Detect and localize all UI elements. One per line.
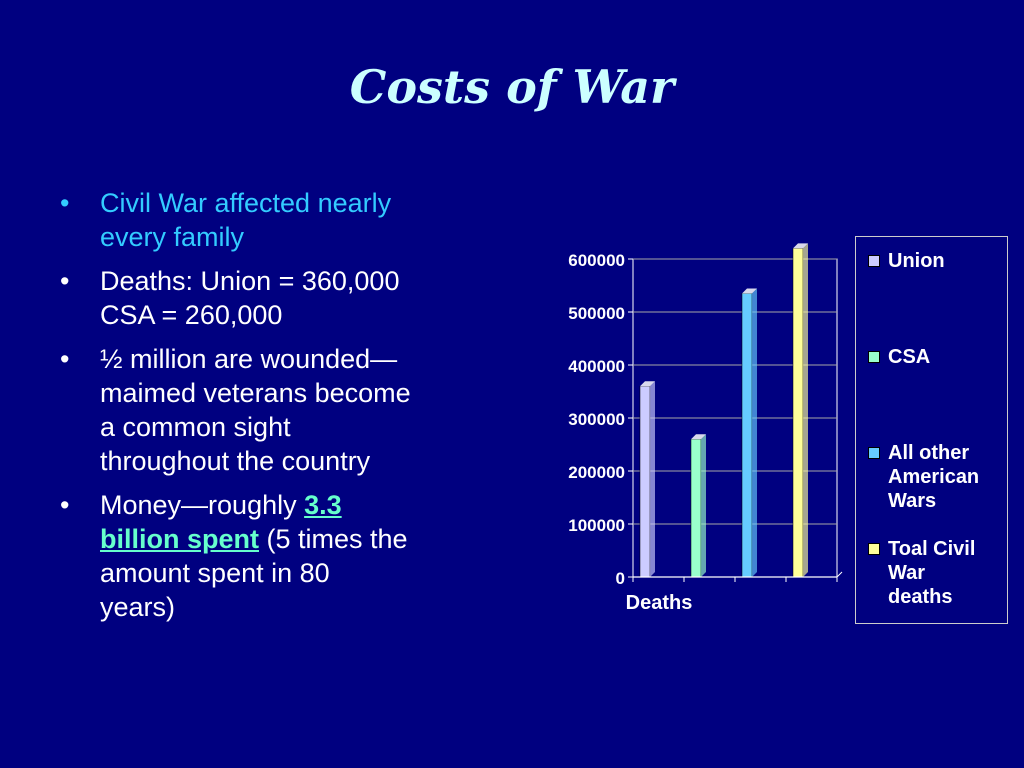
bullet-item: • Money—roughly 3.3 billion spent (5 tim… (58, 488, 502, 624)
legend-label: All other (888, 442, 970, 464)
chart-legend: Union CSA All other American Wars Toal C… (855, 236, 1008, 624)
y-tick-label: 0 (616, 569, 625, 588)
bullet-line: billion spent (5 times the (100, 522, 502, 556)
legend-item-total-civil-war: Toal Civil War deaths (868, 537, 1008, 609)
bar-side-0 (650, 381, 655, 577)
bullet-line: amount spent in 80 (100, 558, 330, 588)
legend-label: deaths (888, 586, 953, 608)
bullet-list: • Civil War affected nearly every family… (58, 186, 502, 634)
legend-item-union: Union (868, 249, 1008, 273)
bar-side-2 (752, 288, 757, 577)
bullet-marker: • (60, 344, 70, 374)
legend-swatch-total-civil-war (868, 543, 880, 555)
y-tick-label: 500000 (568, 304, 625, 323)
bullet-marker: • (60, 266, 70, 296)
bar-side-1 (701, 434, 706, 577)
bullet-item: • Deaths: Union = 360,000 CSA = 260,000 (58, 264, 502, 332)
bullet-line: every family (100, 222, 245, 252)
bullet-line: throughout the country (100, 446, 371, 476)
legend-item-other-wars: All other American Wars (868, 441, 1008, 513)
legend-label: Union (888, 250, 945, 272)
bullet-item: • ½ million are wounded— maimed veterans… (58, 342, 502, 478)
legend-swatch-other-wars (868, 447, 880, 459)
bullet-line: maimed veterans become (100, 378, 411, 408)
bar-top-1 (691, 434, 706, 440)
deaths-bar-chart: 0 100000 200000 300000 400000 500000 600000 Dea… (568, 243, 843, 614)
bullet-text: (5 times the (259, 524, 408, 554)
bullet-text: Money—roughly (100, 490, 305, 520)
bullet-line: Civil War affected nearly (100, 188, 392, 218)
y-tick-label: 100000 (568, 516, 625, 535)
depth-line (836, 571, 843, 578)
bar-top-0 (640, 381, 655, 387)
legend-label: Wars (888, 490, 937, 512)
bullet-line: a common sight (100, 412, 291, 442)
bullet-item: • Civil War affected nearly every family (58, 186, 502, 254)
bar-1 (690, 438, 702, 578)
bullet-marker: • (60, 490, 70, 520)
bar-0 (639, 385, 651, 578)
y-tick-label: 400000 (568, 357, 625, 376)
spending-amount-link[interactable]: 3.3 (304, 490, 342, 520)
legend-swatch-csa (868, 351, 880, 363)
bar-top-2 (742, 288, 757, 294)
spending-amount-link[interactable]: billion spent (100, 524, 259, 554)
y-tick-label: 600000 (568, 251, 625, 270)
legend-label: CSA (888, 346, 931, 368)
bar-side-3 (803, 243, 808, 577)
legend-label: War (888, 562, 926, 584)
bullet-line: CSA = 260,000 (100, 300, 283, 330)
legend-swatch-union (868, 255, 880, 267)
x-category-label: Deaths (626, 592, 693, 614)
bullet-line: Money—roughly 3.3 (100, 488, 502, 522)
bullet-marker: • (60, 188, 70, 218)
bar-top-3 (793, 243, 808, 249)
bar-3 (792, 248, 804, 578)
bar-2 (741, 293, 753, 578)
bullet-line: years) (100, 592, 176, 622)
bullet-line: Deaths: Union = 360,000 (100, 266, 400, 296)
slide-title: Costs of War (349, 60, 675, 114)
y-tick-label: 300000 (568, 410, 625, 429)
legend-item-csa: CSA (868, 345, 1008, 369)
bullet-line: ½ million are wounded— (100, 344, 398, 374)
y-tick-label: 200000 (568, 463, 625, 482)
chart-root: 0 100000 200000 300000 400000 500000 600000 Dea… (568, 243, 843, 614)
legend-label: American (888, 466, 980, 488)
legend-label: Toal Civil (888, 538, 976, 560)
